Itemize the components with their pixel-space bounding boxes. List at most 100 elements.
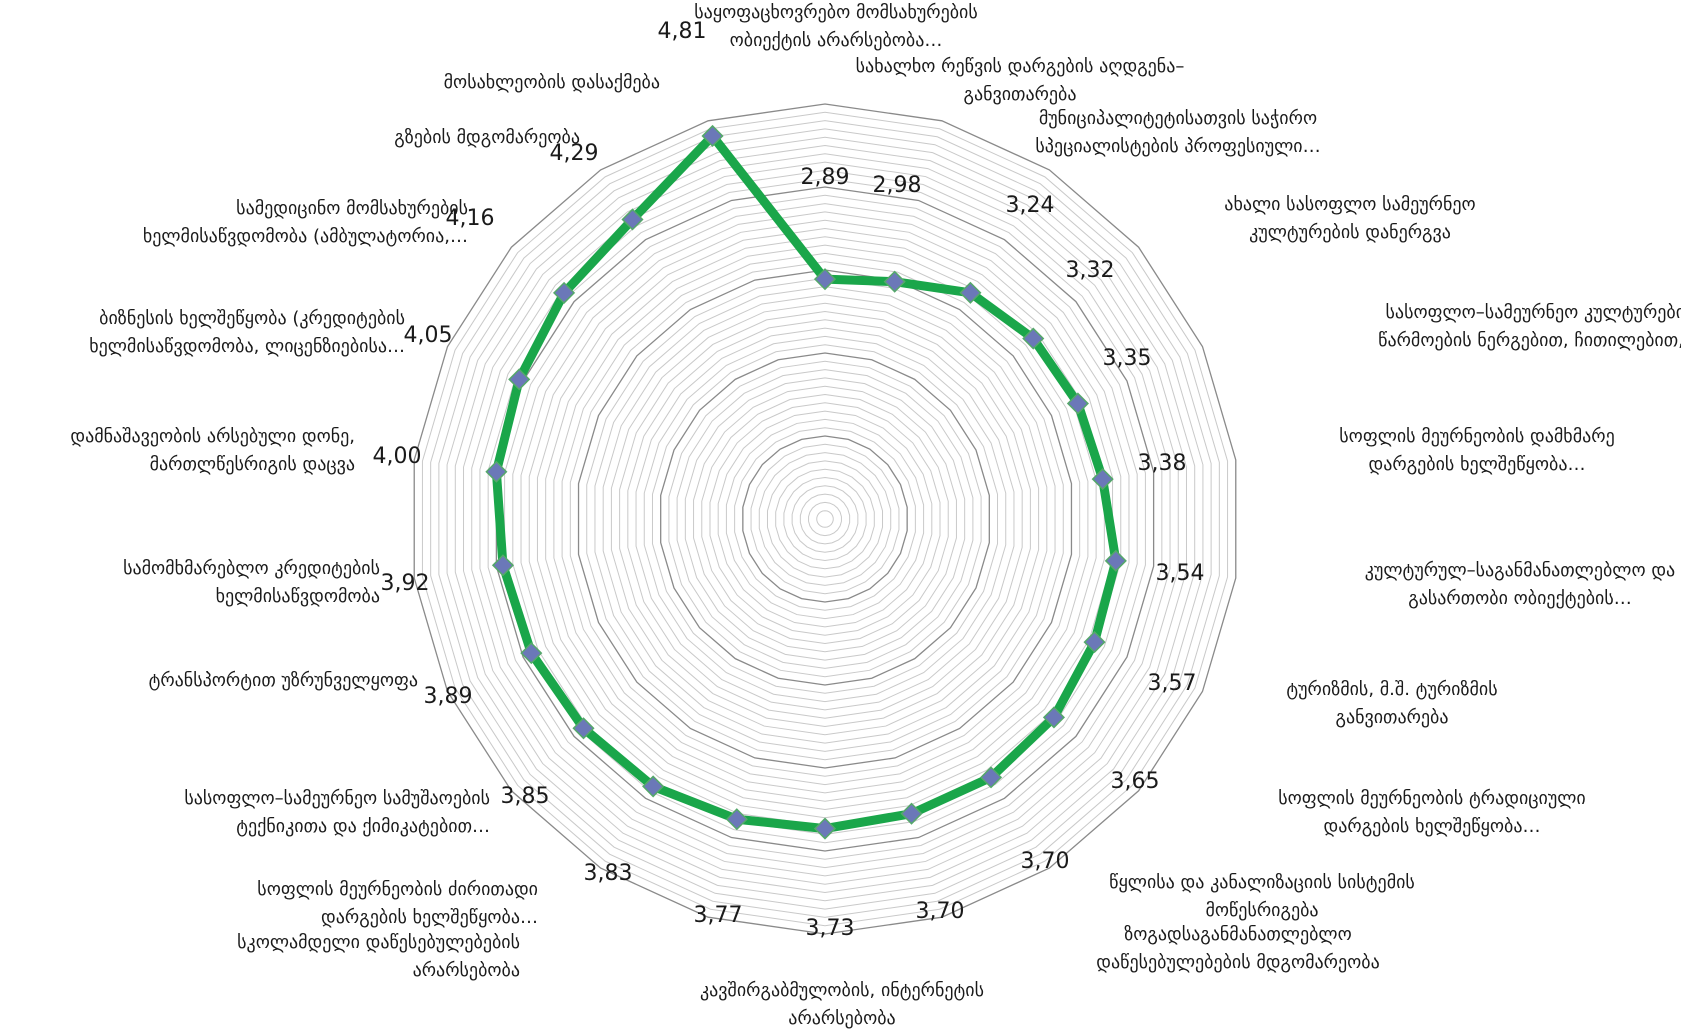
- data-point-marker: [725, 808, 748, 831]
- data-point-marker: [979, 766, 1003, 789]
- data-label: 2,89: [801, 165, 850, 190]
- data-point-marker: [520, 642, 543, 665]
- category-label-line: სოფლის მეურნეობის ტრადიციული: [1278, 788, 1586, 809]
- category-label-line: ობიექტის არარსებობა…: [730, 30, 943, 51]
- category-label: ტურიზმის, მ.შ. ტურიზმის განვითარება: [1286, 679, 1497, 728]
- category-label: საყოფაცხოვრებო მომსახურების ობიექტის არარ…: [694, 2, 978, 51]
- data-label: 4,29: [550, 141, 599, 166]
- grid-ring-minor: [446, 136, 1204, 902]
- category-label-line: მუნიციპალიტეტისათვის საჭირო: [1039, 108, 1317, 129]
- grid-ring-minor: [430, 120, 1220, 918]
- data-point-marker: [701, 124, 724, 148]
- grid-ring-minor: [643, 335, 1007, 703]
- category-label: გზების მდგომარეობა: [394, 127, 580, 148]
- grid-ring-minor: [709, 402, 941, 636]
- category-label-line: განვითარება: [963, 84, 1076, 105]
- data-point-marker: [621, 208, 644, 231]
- category-label-line: სოფლის მეურნეობის ძირითადი: [257, 879, 538, 900]
- data-label: 3,57: [1148, 671, 1197, 696]
- grid-ring-minor: [594, 286, 1056, 752]
- category-label-line: დარგების ხელშეწყობა…: [321, 907, 538, 928]
- data-label: 3,83: [584, 861, 633, 886]
- grid-ring-minor: [725, 418, 925, 620]
- category-label: სოფლის მეურნეობის ტრადიციული დარგების ხელ…: [1278, 788, 1586, 837]
- data-point-marker: [1022, 327, 1045, 350]
- data-label: 3,70: [916, 899, 965, 924]
- data-point-marker: [883, 270, 906, 293]
- grid-ring-minor: [791, 485, 859, 553]
- category-label-line: ზოგადსაგანმანათლებლო: [1124, 924, 1351, 945]
- grid-ring-minor: [668, 360, 982, 678]
- data-point-marker: [1083, 631, 1106, 654]
- category-label: სამედიცინო მომსახურების ხელმისაწვდომობა (…: [143, 198, 468, 247]
- grid-ring-minor: [545, 236, 1105, 802]
- data-label: 3,85: [501, 784, 550, 809]
- category-label-line: ახალი სასოფლო სამეურნეო: [1224, 194, 1475, 215]
- data-label: 3,77: [694, 903, 743, 928]
- category-label-line: ხელმისაწვდომობა (ამბულატორია,…: [143, 226, 468, 247]
- data-point-marker: [572, 717, 595, 740]
- category-label-line: განვითარება: [1335, 707, 1448, 728]
- category-label-line: სამომხმარებლო კრედიტების: [123, 558, 380, 579]
- category-label-line: დაწესებულებების მდგომარეობა: [1096, 952, 1379, 973]
- category-label-line: მოსახლეობის დასაქმება: [444, 72, 660, 93]
- data-label: 3,92: [381, 571, 430, 596]
- grid-ring-minor: [438, 128, 1212, 910]
- grid-ring-minor: [610, 302, 1040, 736]
- category-label: წყლისა და კანალიზაციის სისტემის მოწესრიგე…: [1109, 872, 1415, 921]
- category-label: სასოფლო–სამეურნეო კულტურების წარმოების ნე…: [1378, 302, 1681, 351]
- grid-ring-major: [742, 435, 908, 603]
- category-label-line: სასოფლო–სამეურნეო კულტურების: [1386, 302, 1681, 323]
- data-label: 3,89: [424, 684, 473, 709]
- data-label: 4,05: [404, 323, 453, 348]
- data-point-marker: [813, 817, 837, 840]
- category-label: სახალხო რეწვის დარგების აღდგენა– განვითარ…: [856, 56, 1185, 105]
- category-label-line: არარსებობა: [413, 960, 520, 981]
- category-label-line: ტექნიკითა და ქიმიკატებით…: [236, 816, 490, 837]
- grid-ring-minor: [627, 319, 1023, 719]
- data-label: 3,65: [1111, 769, 1160, 794]
- category-label-line: კულტურულ–საგანმანათლებლო და: [1365, 560, 1675, 581]
- data-label: 3,70: [1021, 849, 1070, 874]
- grid-ring-minor: [766, 460, 884, 578]
- data-label: 4,16: [446, 206, 495, 231]
- data-point-marker: [642, 775, 665, 798]
- grid-ring-minor: [799, 493, 851, 545]
- category-label-line: კავშირგაბმულობის, ინტერნეტის: [700, 980, 984, 1001]
- category-label-line: წყლისა და კანალიზაციის სისტემის: [1109, 872, 1415, 893]
- grid-ring-minor: [775, 468, 875, 570]
- category-label: მოსახლეობის დასაქმება: [444, 72, 660, 93]
- category-label: სოფლის მეურნეობის დამხმარე დარგების ხელშე…: [1339, 426, 1614, 475]
- data-label: 3,73: [806, 916, 855, 941]
- category-label: სამომხმარებლო კრედიტების ხელმისაწვდომობა: [123, 558, 380, 607]
- category-label-line: ტრანსპორტით უზრუნველყოფა: [149, 670, 418, 691]
- category-label: ზოგადსაგანმანათლებლო დაწესებულებების მდგო…: [1096, 924, 1379, 973]
- data-label: 3,54: [1156, 561, 1205, 586]
- category-label-line: დარგების ხელშეწყობა…: [1369, 454, 1586, 475]
- data-label: 4,81: [658, 19, 707, 44]
- category-label-line: გასართობი ობიექტების…: [1408, 588, 1632, 609]
- grid-ring-minor: [569, 261, 1081, 777]
- category-label-line: ბიზნესის ხელშეწყობა (კრედიტების: [99, 308, 405, 329]
- data-point-marker: [1042, 706, 1066, 729]
- category-label-line: მართლწესრიგის დაცვა: [150, 454, 355, 475]
- category-labels: სახალხო რეწვის დარგების აღდგენა– განვითარ…: [70, 2, 1681, 1029]
- grid-ring-minor: [528, 219, 1122, 819]
- grid-ring-minor: [651, 344, 999, 694]
- category-label-line: დამნაშავეობის არსებული დონე,: [70, 426, 355, 447]
- category-label-line: ტურიზმის, მ.შ. ტურიზმის: [1286, 679, 1497, 700]
- data-point-marker: [491, 554, 515, 577]
- grid-ring-minor: [479, 169, 1171, 869]
- data-label: 2,98: [873, 173, 922, 198]
- grid-ring-minor: [471, 161, 1179, 877]
- category-label-line: სპეციალისტების პროფესიული…: [1035, 136, 1320, 157]
- category-label-line: არარსებობა: [788, 1008, 895, 1029]
- grid-ring-minor: [816, 510, 834, 528]
- data-label: 3,32: [1066, 258, 1115, 283]
- category-label: დამნაშავეობის არსებული დონე, მართლწესრიგი…: [70, 426, 355, 475]
- category-label: ბიზნესის ხელშეწყობა (კრედიტების ხელმისაწვ…: [89, 308, 405, 357]
- grid-ring-minor: [454, 144, 1196, 894]
- category-label-line: სოფლის მეურნეობის დამხმარე: [1339, 426, 1614, 447]
- category-label-line: სამედიცინო მომსახურების: [236, 198, 468, 219]
